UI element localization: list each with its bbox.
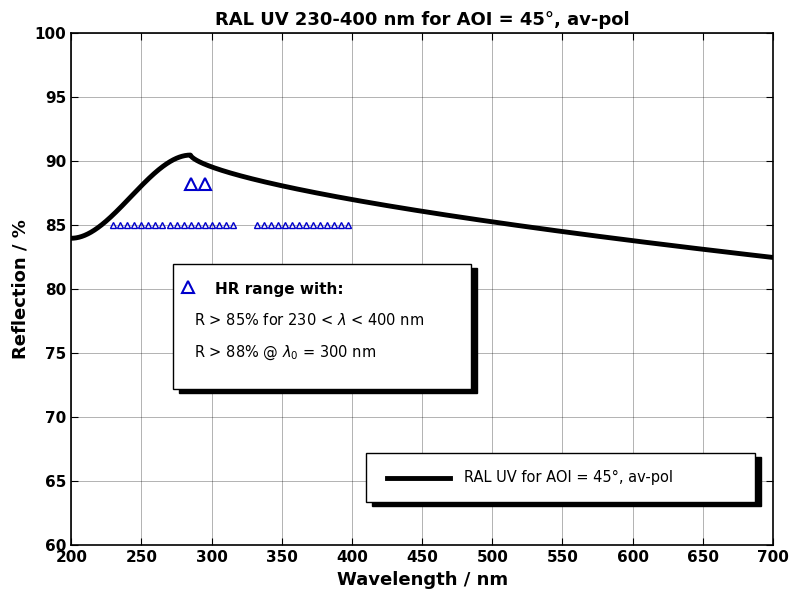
Text: HR range with:: HR range with:: [215, 282, 344, 297]
FancyBboxPatch shape: [178, 268, 477, 394]
FancyBboxPatch shape: [371, 457, 761, 506]
FancyBboxPatch shape: [366, 454, 755, 502]
Text: R > 88% @ $\lambda_0$ = 300 nm: R > 88% @ $\lambda_0$ = 300 nm: [194, 343, 376, 362]
Text: RAL UV for AOI = 45°, av-pol: RAL UV for AOI = 45°, av-pol: [464, 470, 674, 485]
Text: R > 85% for 230 < $\lambda$ < 400 nm: R > 85% for 230 < $\lambda$ < 400 nm: [194, 313, 424, 328]
Title: RAL UV 230-400 nm for AOI = 45°, av-pol: RAL UV 230-400 nm for AOI = 45°, av-pol: [215, 11, 630, 29]
X-axis label: Wavelength / nm: Wavelength / nm: [337, 571, 508, 589]
Y-axis label: Reflection / %: Reflection / %: [11, 220, 29, 359]
FancyBboxPatch shape: [173, 264, 471, 389]
